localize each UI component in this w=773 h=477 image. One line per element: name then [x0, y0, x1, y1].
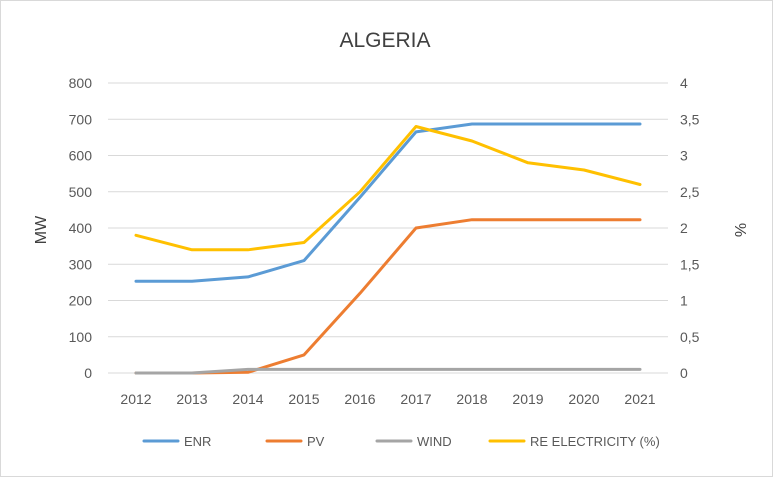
right-axis-ticks: 0 0,5 1 1,5 2 2,5 3 3,5 4 [680, 75, 700, 381]
chart-title: ALGERIA [339, 29, 430, 52]
y2-tick-label: 2 [680, 220, 688, 236]
y2-tick-label: 0,5 [680, 329, 700, 345]
x-axis-ticks: 2012 2013 2014 2015 2016 2017 2018 2019 2020 2021 [120, 391, 655, 407]
legend-label: PV [307, 434, 325, 449]
x-tick-label: 2020 [568, 391, 599, 407]
x-tick-label: 2014 [232, 391, 263, 407]
y-tick-label: 400 [69, 220, 93, 236]
legend-item-re-electricity: RE ELECTRICITY (%) [488, 434, 660, 449]
y-tick-label: 100 [69, 329, 93, 345]
y-tick-label: 600 [69, 148, 93, 164]
series-line-pv [134, 218, 642, 375]
y2-tick-label: 0 [680, 365, 688, 381]
y2-tick-label: 2,5 [680, 184, 700, 200]
y-tick-label: 800 [69, 75, 93, 91]
y-axis-title: MW [33, 215, 50, 244]
x-tick-label: 2019 [512, 391, 543, 407]
gridlines [108, 82, 668, 374]
x-tick-label: 2021 [624, 391, 655, 407]
y-tick-label: 200 [69, 293, 93, 309]
legend: ENR PV WIND RE ELECTRICITY (%) [142, 434, 660, 449]
x-tick-label: 2015 [288, 391, 319, 407]
x-tick-label: 2012 [120, 391, 151, 407]
legend-item-enr: ENR [142, 434, 211, 449]
legend-item-wind: WIND [375, 434, 452, 449]
x-tick-label: 2017 [400, 391, 431, 407]
series-line-enr [134, 122, 642, 283]
y2-axis-title: % [731, 223, 748, 237]
x-tick-label: 2013 [176, 391, 207, 407]
x-tick-label: 2016 [344, 391, 375, 407]
x-tick-label: 2018 [456, 391, 487, 407]
y-tick-label: 0 [84, 365, 92, 381]
y2-tick-label: 1,5 [680, 256, 700, 272]
y-tick-label: 700 [69, 111, 93, 127]
legend-label: RE ELECTRICITY (%) [530, 434, 660, 449]
y2-tick-label: 4 [680, 75, 688, 91]
legend-label: WIND [417, 434, 452, 449]
legend-item-pv: PV [265, 434, 325, 449]
legend-label: ENR [184, 434, 211, 449]
y-tick-label: 500 [69, 184, 93, 200]
series-lines [134, 122, 642, 375]
series-line-wind [134, 367, 642, 375]
y2-tick-label: 3,5 [680, 111, 700, 127]
series-line-re-electricity [134, 125, 642, 252]
y2-tick-label: 1 [680, 293, 688, 309]
y2-tick-label: 3 [680, 148, 688, 164]
left-axis-ticks: 0 100 200 300 400 500 600 700 800 [69, 75, 93, 381]
y-tick-label: 300 [69, 256, 93, 272]
